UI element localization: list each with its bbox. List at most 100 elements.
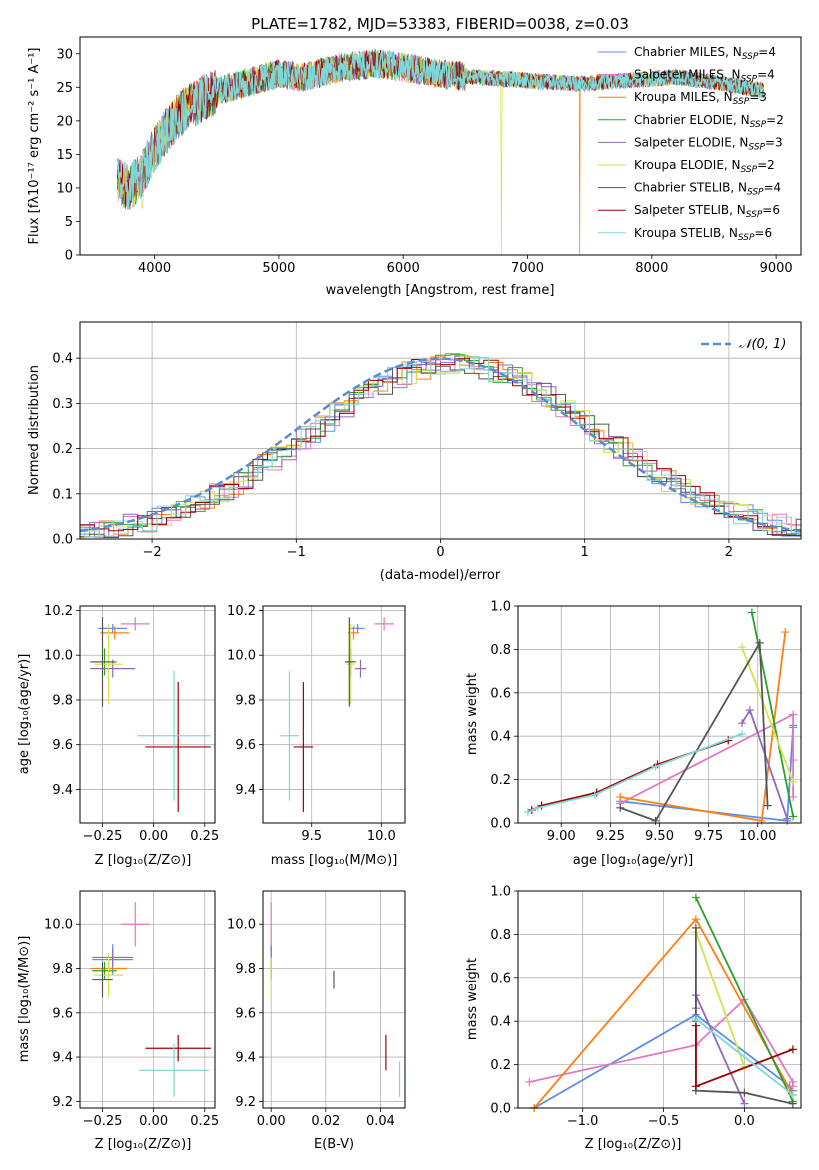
ageM-xtick-label: 9.5 [301,829,322,844]
massE-xtick-label: 0.04 [366,1114,395,1129]
ageZ-grid [80,606,215,823]
wAge-ytick-label: 0.4 [490,730,511,745]
weight-series-line [533,1013,794,1109]
normal-curve [80,357,801,533]
wAge-ytick-label: 0.0 [490,817,511,832]
wAge-ytick-label: 0.8 [490,643,511,658]
legend-label: Salpeter STELIB, NSSP=6 [634,203,780,220]
wAge-xlabel: age [log₁₀(age/yr)] [573,853,694,868]
spectrum-ytick-label: 20 [56,114,73,129]
ageM-ytick-label: 9.4 [235,783,256,798]
ageZ-ytick-label: 10.2 [44,604,73,619]
wAge-ticks: 9.00 9.25 9.50 9.75 10.00 0.0 0.2 0.4 0.6 0.8 1.0 [490,600,776,845]
weight-series-line [529,998,794,1087]
residual-histogram-series [80,353,801,538]
weight-point-marker [616,803,625,812]
legend-label-tail: =4 [758,45,776,59]
weight-vs-metallicity-panel: Z [log₁₀(Z/Z⊙)] mass weight −1.0 −0.5 0.0 0… [465,885,802,1152]
weight-point-marker [738,643,747,652]
ageZ-xtick-label: 0.25 [190,829,219,844]
residuals-xtick-label: 1 [581,545,589,560]
weight-point-marker [755,638,764,647]
massZ-ytick-label: 9.6 [52,1006,73,1021]
spectrum-xtick-label: 9000 [760,261,793,276]
weight-point-marker [788,1082,797,1091]
spectrum-ytick-label: 25 [56,81,73,96]
weight-series-line [741,646,794,783]
legend-label-main: Kroupa STELIB, N [634,226,738,240]
ageZ-ytick-label: 10.0 [44,649,73,664]
legend-label-main: Kroupa ELODIE, N [634,158,741,172]
massZ-frame [79,890,216,1109]
massE-ytick-label: 9.2 [235,1095,256,1110]
residual-histogram-series [80,358,801,536]
residuals-xtick-label: −1 [287,545,306,560]
legend-label-main: Chabrier STELIB, N [634,181,747,195]
ageZ-ytick-label: 9.8 [52,693,73,708]
residuals-ytick-label: 0.2 [52,442,73,457]
massZ-xtick-label: −0.25 [83,1114,123,1129]
wZ-lines [525,893,797,1112]
wZ-frame [517,890,802,1109]
spectrum-ytick-label: 30 [56,47,73,62]
weight-point-marker [533,803,542,812]
spectrum-xlabel: wavelength [Angstrom, rest frame] [326,283,555,298]
ageZ-ticks: −0.25 0.00 0.25 9.4 9.6 9.8 10.0 10.2 [44,604,219,844]
legend-normal-label: 𝒩(0, 1) [739,337,786,352]
ageZ-xtick-label: 0.00 [139,829,168,844]
residual-histogram-series [80,356,801,538]
legend-label: Chabrier ELODIE, NSSP=2 [634,113,784,130]
wZ-ticks: −1.0 −0.5 0.0 0.0 0.2 0.4 0.6 0.8 1.0 [490,885,754,1130]
wAge-ytick-label: 0.2 [490,773,511,788]
residual-histogram-series [80,355,801,539]
weight-series-line [619,639,769,822]
legend-label-main: Kroupa MILES, N [634,90,733,104]
weight-point-marker [788,1045,797,1054]
weight-point-marker [651,816,660,825]
weight-point-marker [788,1099,797,1108]
weight-point-marker [738,719,747,728]
weight-series-line [751,612,794,817]
wZ-ytick-label: 0.0 [490,1102,511,1117]
wAge-xtick-label: 10.00 [739,829,776,844]
ageM-xtick-label: 10.0 [367,829,396,844]
massZ-xtick-label: 0.25 [190,1114,219,1129]
ageZ-xlabel: Z [log₁₀(Z/Z⊙)] [95,853,192,868]
ageZ-ylabel: age [log₁₀(age/yr)] [17,654,32,775]
ageM-ytick-label: 10.0 [227,649,256,664]
spectrum-xtick-label: 6000 [387,261,420,276]
ageZ-errorbars [90,617,211,812]
wZ-ytick-label: 1.0 [490,885,511,900]
massZ-xlabel: Z [log₁₀(Z/Z⊙)] [95,1137,192,1152]
legend-label: Kroupa ELODIE, NSSP=2 [634,158,775,175]
weight-point-marker [590,790,599,799]
massE-xlabel: E(B-V) [314,1137,354,1152]
legend-label-tail: =6 [754,226,772,240]
legend-label-tail: =4 [764,181,782,195]
massE-ticks: 0.00 0.02 0.04 9.2 9.4 9.6 9.8 10.0 [227,918,395,1129]
spectrum-ticks: 4000 5000 6000 7000 8000 9000 0 5 10 15 20 25 30 [56,47,792,276]
massZ-errorbars [90,902,211,1097]
legend-label-sub: SSP [742,52,759,62]
residuals-xtick-label: 0 [436,545,444,560]
massZ-xtick-label: 0.00 [139,1114,168,1129]
weight-point-marker [691,1082,700,1091]
wZ-xlabel: Z [log₁₀(Z/Z⊙)] [585,1137,682,1152]
ageM-ytick-label: 10.2 [227,604,256,619]
massZ-ticks: −0.25 0.00 0.25 9.2 9.4 9.6 9.8 10.0 [44,918,219,1129]
weight-point-marker [740,1088,749,1097]
mass-vs-extinction-panel: E(B-V) 0.00 0.02 0.04 9.2 9.4 9.6 9.8 10.0 [227,890,406,1152]
residuals-xtick-label: −2 [143,545,162,560]
spectrum-panel: PLATE=1782, MJD=53383, FIBERID=0038, z=0… [27,15,802,298]
wAge-ytick-label: 1.0 [490,600,511,615]
wAge-ylabel: mass weight [465,673,480,755]
ageZ-xtick-label: −0.25 [83,829,123,844]
spectrum-xtick-label: 5000 [262,261,295,276]
wZ-xtick-label: −1.0 [567,1114,599,1129]
wAge-xtick-label: 9.75 [694,829,723,844]
residuals-ytick-label: 0.4 [52,352,73,367]
massE-errorbars [270,902,401,1097]
spectrum-title: PLATE=1782, MJD=53383, FIBERID=0038, z=0… [251,15,629,33]
ageZ-ytick-label: 9.4 [52,783,73,798]
massZ-ytick-label: 9.8 [52,962,73,977]
